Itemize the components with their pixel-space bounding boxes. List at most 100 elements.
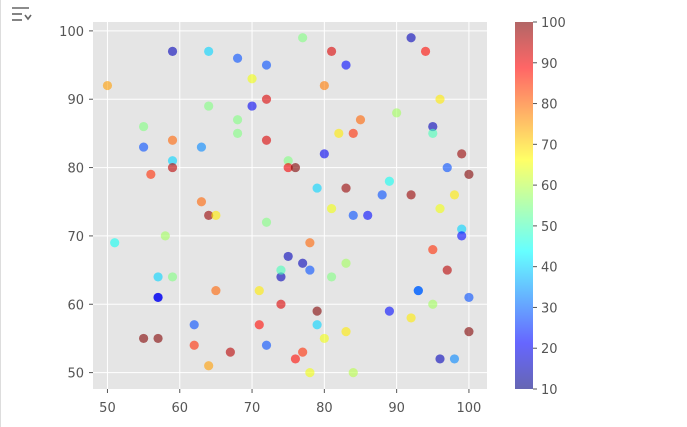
colorbar-tick-label: 80 (541, 98, 558, 113)
colorbar (515, 22, 533, 389)
colorbar-tick-label: 60 (541, 179, 558, 194)
scatter-point (261, 60, 272, 70)
y-axis-ticks: 50 60 70 80 90 100 (59, 25, 93, 382)
scatter-point (442, 265, 452, 275)
scatter-point (211, 285, 221, 296)
scatter-point (261, 340, 272, 350)
scatter-point (276, 272, 286, 282)
scatter-point (326, 46, 337, 56)
scatter-point (319, 333, 329, 344)
scatter-point (232, 53, 243, 63)
x-axis-ticks: 50 60 70 80 90 100 (99, 389, 481, 416)
scatter-point (204, 101, 214, 111)
colorbar-tick-label: 70 (541, 138, 558, 153)
colorbar-tick-label: 100 (541, 16, 566, 31)
scatter-point (464, 326, 474, 337)
scatter-point (305, 238, 315, 248)
scatter-point (290, 354, 301, 364)
scatter-point (319, 149, 329, 159)
scatter-point (102, 80, 113, 91)
scatter-point (428, 128, 438, 138)
colorbar-tick-label: 30 (541, 301, 558, 316)
scatter-point (319, 80, 329, 91)
scatter-point (139, 333, 149, 344)
scatter-point (167, 135, 178, 145)
plot-area (93, 22, 487, 389)
scatter-point (348, 128, 358, 138)
x-tick-label: 70 (244, 401, 261, 416)
scatter-point (254, 285, 264, 296)
scatter-point (457, 224, 467, 234)
scatter-point (348, 367, 358, 378)
scatter-point (384, 306, 395, 316)
colorbar-tick-label: 50 (541, 220, 558, 235)
scatter-point (420, 46, 431, 56)
scatter-point (298, 258, 308, 268)
scatter-point (139, 121, 149, 132)
scatter-point (283, 162, 293, 173)
scatter-point (435, 94, 445, 104)
page-edge (0, 0, 1, 427)
y-tick-label: 60 (67, 298, 84, 313)
scatter-point (232, 128, 243, 138)
colorbar-tick-label: 40 (541, 261, 558, 276)
scatter-point (326, 272, 337, 282)
scatter-point (276, 299, 286, 309)
scatter-point (283, 156, 293, 166)
scatter-point (160, 231, 170, 241)
scatter-point (457, 231, 467, 241)
scatter-point (413, 285, 423, 296)
scatter-point (363, 210, 373, 221)
y-tick-label: 50 (67, 367, 84, 382)
x-tick-label: 80 (316, 401, 333, 416)
scatter-point (204, 361, 214, 371)
scatter-point (428, 121, 438, 132)
scatter-point (167, 46, 178, 56)
scatter-point (442, 162, 452, 173)
scatter-point (406, 33, 416, 43)
scatter-point (298, 347, 308, 357)
scatter-point (290, 162, 301, 173)
scatter-point (377, 190, 387, 200)
scatter-point (204, 46, 214, 56)
scatter-point (334, 128, 344, 138)
scatter-point (261, 217, 272, 227)
x-tick-label: 50 (99, 401, 116, 416)
y-tick-label: 90 (67, 93, 84, 108)
scatter-point (146, 169, 156, 180)
filter-lines-icon[interactable] (11, 6, 33, 24)
scatter-point (449, 190, 460, 200)
scatter-point (457, 149, 467, 159)
scatter-point (276, 265, 286, 275)
colorbar-tick-label: 90 (541, 57, 558, 72)
scatter-point (464, 169, 474, 180)
scatter-point (435, 354, 445, 364)
scatter-point (110, 238, 120, 248)
scatter-point (225, 347, 235, 357)
scatter-point (153, 272, 163, 282)
scatter-point (196, 197, 207, 207)
scatter-point (167, 272, 178, 282)
scatter-point (355, 115, 366, 125)
scatter-point (211, 210, 221, 221)
scatter-point (232, 115, 243, 125)
scatter-point (247, 74, 257, 84)
colorbar-ticks: 10 20 30 40 50 60 70 80 90 100 (533, 16, 566, 398)
scatter-point (326, 203, 337, 214)
x-tick-label: 100 (457, 401, 482, 416)
scatter-point (312, 183, 322, 193)
y-tick-label: 80 (67, 162, 84, 177)
scatter-point (341, 60, 351, 70)
scatter-point (341, 258, 351, 268)
scatter-point (167, 162, 178, 173)
scatter-point (435, 203, 445, 214)
scatter-point (406, 313, 416, 323)
scatter-point (305, 265, 315, 275)
scatter-point (305, 367, 315, 378)
scatter-point (254, 320, 264, 330)
scatter-point (428, 244, 438, 255)
y-tick-label: 70 (67, 230, 84, 245)
scatter-point (384, 176, 395, 186)
x-tick-label: 90 (388, 401, 405, 416)
